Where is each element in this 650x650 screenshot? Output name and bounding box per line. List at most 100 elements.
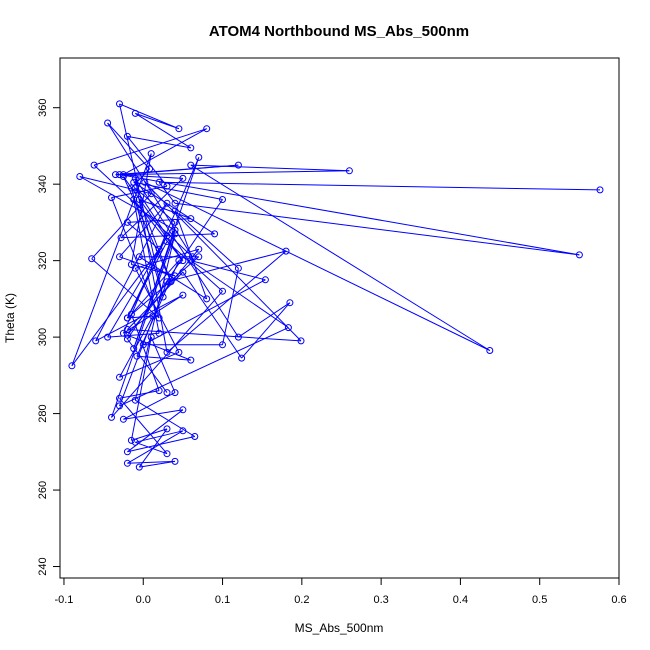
data-point xyxy=(131,438,139,446)
data-point xyxy=(195,245,203,253)
series-line-segment xyxy=(135,441,168,455)
data-point xyxy=(179,174,187,182)
data-point xyxy=(286,299,294,307)
data-point xyxy=(596,186,604,194)
data-point xyxy=(116,373,123,381)
series-line-segment xyxy=(131,428,168,441)
data-point xyxy=(127,184,135,192)
data-point xyxy=(163,182,171,190)
data-point xyxy=(171,389,179,397)
y-tick-label: 240 xyxy=(37,557,49,575)
data-point xyxy=(135,253,143,261)
x-tick-label: 0.4 xyxy=(453,594,468,606)
data-point xyxy=(187,356,195,364)
series-line-segment xyxy=(135,430,184,443)
series-line-segment xyxy=(119,256,176,277)
data-point xyxy=(108,413,115,421)
data-point xyxy=(127,436,135,444)
data-point xyxy=(187,215,195,223)
data-point xyxy=(123,132,131,140)
data-point xyxy=(163,278,171,286)
x-tick-label: 0.0 xyxy=(136,594,151,606)
x-tick-label: 0.6 xyxy=(611,594,626,606)
series-line-segment xyxy=(119,390,160,399)
series-line-segment xyxy=(107,122,150,170)
series-line-segment xyxy=(123,409,183,420)
data-point xyxy=(191,433,199,440)
series-line-segment xyxy=(115,164,239,176)
y-tick-label: 320 xyxy=(37,251,49,269)
x-tick-label: -0.1 xyxy=(54,594,73,606)
data-point xyxy=(127,310,135,318)
series-line-segment xyxy=(127,334,191,361)
series-line-segment xyxy=(190,164,350,172)
series-line-segment xyxy=(174,202,580,256)
data-point xyxy=(141,178,149,186)
data-point xyxy=(108,194,115,202)
data-point xyxy=(119,415,127,423)
series-line-segment xyxy=(111,197,160,319)
series-line-segment xyxy=(126,199,223,340)
series-line-segment xyxy=(174,210,239,269)
series-line-segment xyxy=(190,260,266,281)
y-axis: 240 260 280 300 320 340 360 xyxy=(37,99,60,576)
series-line-segment xyxy=(111,290,223,418)
series-line-segment xyxy=(93,128,207,166)
data-point xyxy=(146,165,154,173)
data-point xyxy=(284,324,292,332)
data-point xyxy=(175,257,183,265)
data-point xyxy=(219,196,226,203)
data-point xyxy=(76,173,84,180)
x-tick-label: 0.3 xyxy=(373,594,388,606)
data-point xyxy=(117,234,125,242)
data-point xyxy=(203,295,211,303)
series-line-segment xyxy=(238,302,291,338)
series-line-segment xyxy=(119,174,580,256)
series-line-segment xyxy=(120,178,184,239)
data-point xyxy=(297,337,305,345)
data-point xyxy=(175,125,183,133)
data-point xyxy=(159,293,167,301)
series-line-segment xyxy=(122,157,200,334)
data-point xyxy=(116,402,123,410)
data-point xyxy=(155,314,163,322)
data-point xyxy=(188,253,196,261)
data-point xyxy=(187,257,195,265)
data-point xyxy=(179,257,187,265)
data-point xyxy=(167,278,175,286)
series-line-segment xyxy=(159,181,601,191)
data-point xyxy=(238,354,246,362)
data-point xyxy=(171,457,179,465)
data-point xyxy=(112,171,119,179)
series-line-segment xyxy=(133,229,176,349)
data-point xyxy=(123,331,131,339)
series-line-segment xyxy=(166,250,287,283)
series-line-segment xyxy=(136,355,191,361)
data-point xyxy=(116,171,123,179)
series-line-segment xyxy=(130,187,164,298)
data-point xyxy=(123,218,131,226)
y-tick-label: 340 xyxy=(37,175,49,193)
series-line-segment xyxy=(126,338,168,393)
series-line-segment xyxy=(144,181,491,351)
data-point xyxy=(234,264,242,272)
data-point xyxy=(88,255,96,263)
data-point xyxy=(219,287,226,295)
data-point xyxy=(219,341,226,349)
data-point xyxy=(119,173,127,180)
data-point xyxy=(575,251,583,259)
data-point xyxy=(171,230,179,238)
data-point xyxy=(119,329,127,337)
data-point xyxy=(155,329,163,337)
data-point xyxy=(163,348,171,356)
data-point xyxy=(163,199,171,207)
data-point xyxy=(130,345,138,353)
data-point xyxy=(135,463,143,471)
data-point xyxy=(234,161,242,169)
data-point xyxy=(147,190,155,198)
data-point xyxy=(131,174,139,182)
series-line-segment xyxy=(95,203,168,342)
series-line-segment xyxy=(127,135,191,149)
series-line-segment xyxy=(134,233,176,401)
